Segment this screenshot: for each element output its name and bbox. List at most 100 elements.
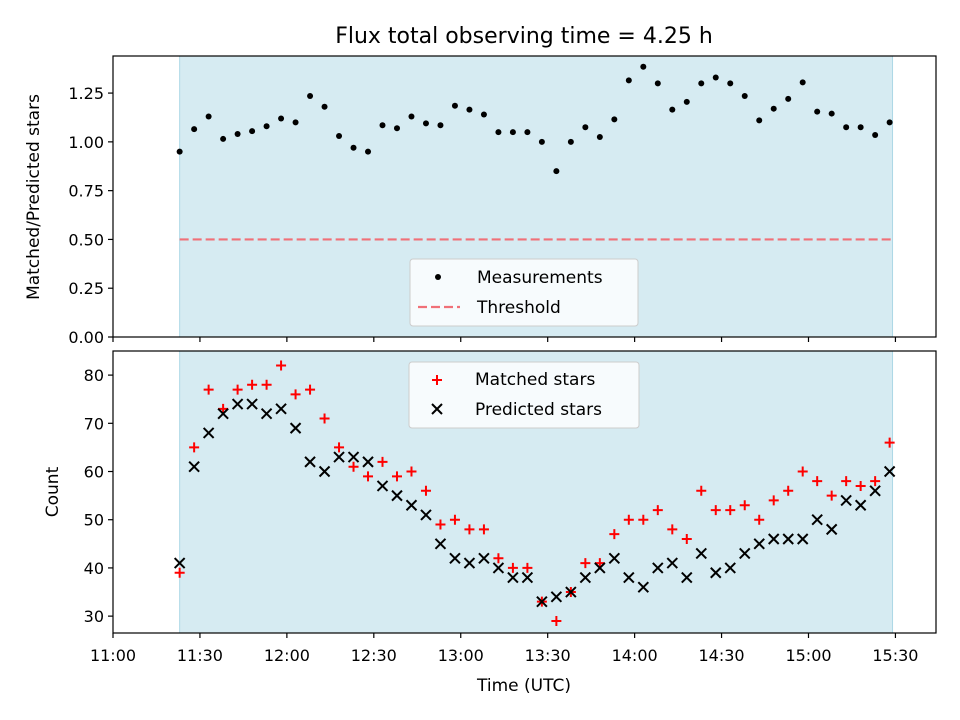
bottom-x-tick-label: 12:00 [264,646,310,665]
measurement-point [872,132,879,139]
matched-star-point [493,553,504,564]
bottom-x-tick-label: 14:00 [612,646,658,665]
bottom-y-tick-label: 70 [84,414,104,433]
predicted-star-point [796,533,809,545]
bottom-y-tick-label: 50 [84,511,104,530]
matched-star-point [754,514,765,525]
predicted-star-point [449,552,461,564]
measurement-point [669,106,676,113]
legend-matched-marker [432,375,442,385]
measurement-point [698,80,705,87]
matched-star-point [667,524,678,535]
matched-star-point [507,562,518,573]
bottom-x-tick-label: 11:30 [177,646,223,665]
matched-star-point [189,442,200,453]
predicted-star-point [652,562,664,574]
bottom-panel: Time (UTC) Count 30 40 50 60 70 80 11:00 11:30 1… [43,350,937,696]
predicted-star-point [623,571,635,584]
top-axes-frame [112,55,937,338]
matched-star-point [420,485,431,496]
matched-star-point [435,519,446,530]
measurement-point [625,77,632,84]
matched-star-point [623,514,634,525]
predicted-star-point [231,398,244,410]
measurement-point [365,148,372,155]
matched-star-point [826,490,837,501]
predicted-star-point [507,571,519,584]
matched-star-point [218,403,229,414]
top-panel: Flux total observing time = 4.25 h Match… [24,24,937,347]
predicted-star-point [304,456,316,468]
matched-star-point [319,413,330,424]
matched-star-point [290,389,301,400]
predicted-star-point [202,427,215,439]
predicted-star-point [318,465,331,478]
measurement-point [785,95,792,102]
measurement-point [654,80,661,87]
bottom-y-tick-label: 60 [84,463,104,482]
predicted-star-point [188,460,200,473]
matched-star-point [449,514,460,525]
matched-star-point [232,384,243,395]
bottom-legend-box [408,361,640,429]
measurement-point [524,129,531,136]
measurement-point [814,108,821,115]
legend-threshold-label: Threshold [476,298,561,318]
bottom-x-tick-label: 13:00 [438,646,484,665]
matched-star-point [768,495,779,506]
matched-star-point [609,529,620,540]
predicted-star-point [391,489,403,502]
predicted-star-point [405,499,418,511]
top-legend: Measurements Threshold [409,258,639,327]
measurement-point [567,138,574,145]
predicted-star-point [333,451,345,463]
measurement-point [741,93,748,100]
measurement-point [176,148,183,155]
measurement-point [234,131,241,138]
predicted-star-point [579,571,592,584]
matched-star-point [174,567,185,578]
predicted-star-point [173,557,186,569]
predicted-star-point [463,557,476,569]
predicted-star-point [739,547,751,560]
predicted-star-point [854,499,867,511]
measurement-point [292,119,299,126]
bottom-x-tick-label: 12:30 [351,646,397,665]
matched-star-point [377,456,388,467]
predicted-star-point [275,403,287,415]
predicted-star-point [753,538,765,550]
predicted-star-point [536,595,548,608]
matched-star-point [391,471,402,482]
measurement-point [336,133,343,140]
matched-star-point [841,476,852,487]
measurement-point [220,135,227,142]
measurement-point [509,129,516,136]
measurement-point [480,111,487,118]
measurement-point [756,117,763,124]
predicted-star-point [492,562,505,574]
measurement-point [408,113,415,120]
top-y-tick-label: 0.25 [68,279,104,298]
top-y-tick-label: 0.75 [68,182,104,201]
measurement-point [422,120,429,127]
bottom-y-tick-label: 80 [84,366,104,385]
matched-star-point [783,485,794,496]
predicted-star-point [710,567,722,579]
predicted-star-point [724,562,736,574]
predicted-star-point [260,407,273,420]
matched-star-point [203,384,214,395]
bottom-x-tick-label: 15:30 [872,646,918,665]
legend-measurement-marker [435,274,441,280]
bottom-x-tick-label: 13:30 [525,646,571,665]
predicted-star-point [550,591,563,603]
predicted-star-point [362,456,374,468]
predicted-star-point [811,514,823,526]
predicted-star-point [565,586,577,598]
predicted-star-point [768,533,780,545]
matched-star-point [725,505,736,516]
bottom-axes-frame [112,350,937,634]
top-legend-box [409,258,639,327]
matched-star-point [797,466,808,477]
predicted-star-point [521,571,534,584]
